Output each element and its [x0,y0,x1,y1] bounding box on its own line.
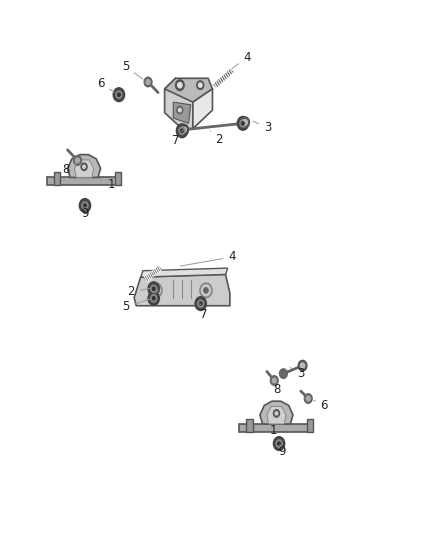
Text: 3: 3 [290,367,304,380]
Circle shape [151,285,157,293]
FancyBboxPatch shape [47,177,121,185]
Circle shape [179,109,181,112]
Circle shape [278,442,280,445]
Circle shape [306,396,310,401]
Circle shape [84,204,86,207]
Circle shape [241,117,250,127]
FancyBboxPatch shape [53,172,60,185]
FancyBboxPatch shape [240,424,314,432]
Circle shape [177,124,187,138]
Circle shape [81,163,87,171]
Circle shape [117,93,120,96]
Text: 1: 1 [270,424,277,438]
Circle shape [152,285,160,296]
Circle shape [243,119,247,125]
Circle shape [298,360,307,371]
Text: 5: 5 [122,60,143,79]
Circle shape [200,283,212,298]
Circle shape [242,122,244,125]
Circle shape [148,282,159,296]
Circle shape [275,412,278,415]
Circle shape [182,127,186,132]
Polygon shape [141,268,228,277]
Text: 8: 8 [62,162,79,176]
Circle shape [273,410,279,417]
Polygon shape [260,401,293,424]
Polygon shape [193,89,212,128]
Circle shape [197,81,204,90]
Circle shape [272,378,276,383]
Circle shape [176,80,184,91]
Circle shape [276,440,282,447]
Text: 9: 9 [279,445,286,457]
Text: 6: 6 [97,77,114,92]
Text: 2: 2 [127,286,150,298]
Circle shape [146,79,150,84]
Polygon shape [165,78,212,102]
Text: 2: 2 [210,131,223,146]
Circle shape [113,88,124,102]
Circle shape [148,292,159,305]
Circle shape [237,116,249,130]
Circle shape [76,158,80,163]
Circle shape [177,107,183,114]
FancyBboxPatch shape [115,172,121,185]
Text: 7: 7 [200,304,208,321]
Circle shape [82,202,88,209]
Circle shape [178,83,182,88]
Circle shape [179,127,185,134]
Circle shape [198,83,202,87]
Circle shape [151,295,157,302]
Circle shape [181,129,184,132]
Circle shape [195,297,206,311]
Circle shape [201,285,210,296]
Circle shape [198,300,204,308]
Polygon shape [67,155,101,177]
Circle shape [74,156,81,165]
Text: 4: 4 [232,51,251,69]
Circle shape [239,118,247,128]
Text: 8: 8 [273,383,280,396]
Circle shape [116,91,122,99]
Circle shape [144,77,152,87]
Text: 3: 3 [253,121,272,134]
Polygon shape [267,407,286,424]
Circle shape [204,288,208,293]
Polygon shape [173,102,191,123]
Circle shape [279,369,287,378]
Text: 4: 4 [180,251,236,266]
Circle shape [199,302,202,305]
Circle shape [270,376,278,385]
Polygon shape [134,274,230,306]
Text: 9: 9 [81,207,89,220]
Text: 6: 6 [314,399,328,412]
Circle shape [154,288,158,293]
Polygon shape [165,78,193,128]
Circle shape [304,394,312,403]
FancyBboxPatch shape [246,419,253,432]
Circle shape [240,119,246,127]
Circle shape [300,363,305,368]
Text: 5: 5 [122,299,150,313]
Circle shape [83,165,85,168]
Circle shape [150,283,162,298]
Text: 7: 7 [172,130,184,147]
Circle shape [79,199,91,213]
FancyBboxPatch shape [307,419,314,432]
Polygon shape [74,160,94,177]
Circle shape [152,287,155,290]
Circle shape [152,297,155,300]
Circle shape [273,437,285,450]
Text: 1: 1 [99,178,115,191]
Circle shape [180,124,188,135]
